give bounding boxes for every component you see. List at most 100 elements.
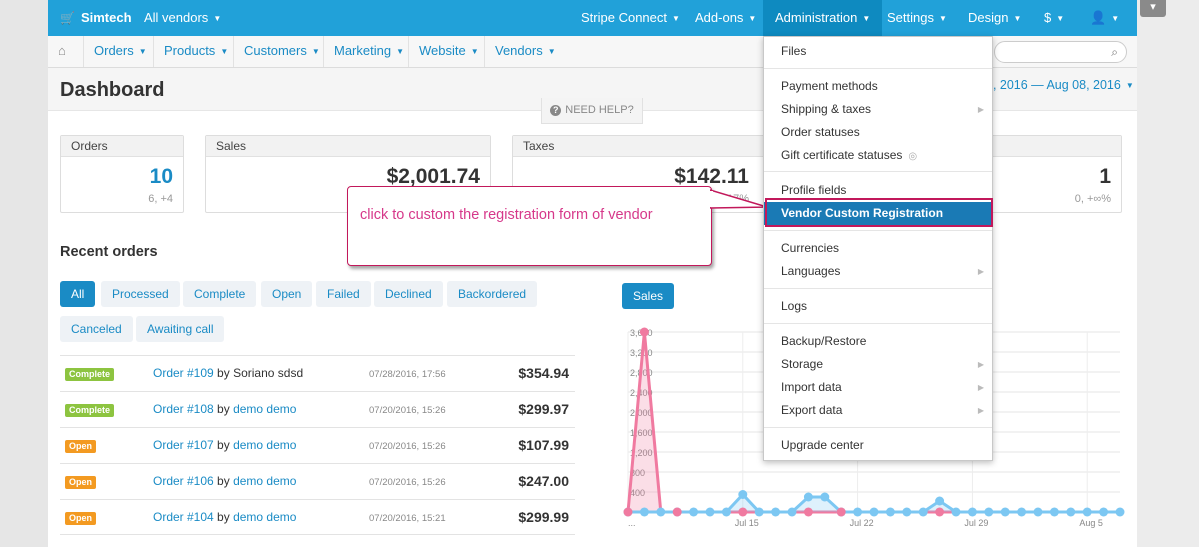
order-number[interactable]: Order #107 [153,438,214,452]
data-point [967,507,977,517]
search-input[interactable] [1003,43,1103,61]
order-date: 07/20/2016, 15:26 [369,441,446,452]
order-link[interactable]: Order #104 by demo demo [153,510,296,524]
menu-addons[interactable]: Add-ons ▼ [683,0,768,36]
table-row[interactable]: Open Order #107 by demo demo 07/20/2016,… [60,427,575,463]
order-date: 07/20/2016, 15:21 [369,513,446,524]
table-row[interactable]: Open Order #104 by demo demo 07/20/2016,… [60,499,575,535]
data-point [754,507,764,517]
nav-website[interactable]: Website ▼ [408,36,489,67]
menu-item-export-data[interactable]: Export data ▶ [764,399,992,422]
orders-list: Complete Order #109 by Soriano sdsd 07/2… [60,355,575,535]
caret-down-icon: ▼ [547,47,556,56]
status-badge: Complete [65,368,115,381]
order-number[interactable]: Order #109 [153,366,214,380]
order-link[interactable]: Order #107 by demo demo [153,438,296,452]
menu-item-storage[interactable]: Storage ▶ [764,353,992,376]
filter-canceled[interactable]: Canceled [60,316,133,342]
nav-customers[interactable]: Customers ▼ [233,36,330,67]
top-navbar: 🛒 Simtech All vendors ▼ Stripe Connect ▼ Ad… [48,0,1137,36]
annotation-text: click to custom the registration form of… [360,207,653,223]
menu-item-vendor-custom-registration-fields[interactable]: Vendor Custom Registration Fields ◉ [764,202,992,243]
filter-processed[interactable]: Processed [101,281,180,307]
callout-pointer [710,189,768,209]
data-point [1033,507,1043,517]
table-row[interactable]: Complete Order #109 by Soriano sdsd 07/2… [60,355,575,391]
order-number[interactable]: Order #108 [153,402,214,416]
order-link[interactable]: Order #106 by demo demo [153,474,296,488]
brand[interactable]: 🛒 Simtech [60,10,132,25]
order-customer[interactable]: demo demo [233,474,297,488]
order-number[interactable]: Order #104 [153,510,214,524]
order-link[interactable]: Order #108 by demo demo [153,402,296,416]
status-badge: Open [65,440,97,453]
collapse-toggle-icon[interactable]: ▾ [1140,0,1166,17]
menu-item-label: Export data [781,403,843,417]
filter-open[interactable]: Open [261,281,313,307]
menu-item-languages[interactable]: Languages ▶ [764,260,992,283]
nav-products[interactable]: Products ▼ [153,36,238,67]
order-date: 07/20/2016, 15:26 [369,477,446,488]
menu-settings[interactable]: Settings ▼ [875,0,959,36]
filter-backordered[interactable]: Backordered [447,281,538,307]
order-link[interactable]: Order #109 by Soriano sdsd [153,366,303,380]
menu-item-label: Languages [781,264,841,278]
stat-orders[interactable]: Orders 10 6, +4 [60,135,184,213]
filter-all[interactable]: All [60,281,96,307]
caret-down-icon: ▼ [1013,14,1022,23]
menu-item-currencies[interactable]: Currencies [764,237,992,260]
x-tick-label: Jul 29 [964,518,988,528]
sales-tab[interactable]: Sales [622,283,675,309]
nav-orders[interactable]: Orders ▼ [83,36,157,67]
order-number[interactable]: Order #106 [153,474,214,488]
menu-item-payment-methods[interactable]: Payment methods [764,75,992,98]
menu-item-import-data[interactable]: Import data ▶ [764,376,992,399]
menu-item-order-statuses[interactable]: Order statuses [764,121,992,144]
menu-item-upgrade-center[interactable]: Upgrade center [764,434,992,457]
menu-item-label: Order statuses [781,125,860,139]
menu-item-profile-fields[interactable]: Profile fields [764,179,992,202]
order-customer[interactable]: demo demo [233,510,297,524]
table-row[interactable]: Complete Order #108 by demo demo 07/20/2… [60,391,575,427]
filter-complete[interactable]: Complete [183,281,257,307]
nav-vendors[interactable]: Vendors ▼ [484,36,566,67]
table-row[interactable]: Open Order #106 by demo demo 07/20/2016,… [60,463,575,499]
data-point [672,507,682,517]
search-icon[interactable]: ⌕ [1111,45,1118,59]
caret-down-icon: ▼ [1125,81,1134,90]
filter-awaiting-call[interactable]: Awaiting call [136,316,225,342]
vendor-switcher[interactable]: All vendors ▼ [144,10,221,25]
menu-label: Settings [887,10,934,25]
home-icon[interactable]: ⌂ [58,43,66,58]
menu-currency[interactable]: $ ▼ [1032,0,1076,36]
menu-item-backup-restore[interactable]: Backup/Restore [764,330,992,353]
menu-user[interactable]: 👤 ▼ [1078,0,1131,36]
menu-item-files[interactable]: Files [764,40,992,63]
menu-label: Add-ons [695,10,744,25]
data-point [885,507,895,517]
nav-label: Vendors [495,43,543,58]
status-badge: Open [65,476,97,489]
date-range-picker[interactable]: 8, 2016 — Aug 08, 2016 ▼ [986,78,1134,92]
menu-label: Administration [775,10,858,25]
menu-item-gift-certificate-statuses[interactable]: Gift certificate statuses ◎ [764,144,992,167]
nav-marketing[interactable]: Marketing ▼ [323,36,414,67]
status-badge: Open [65,512,97,525]
menu-item-shipping-taxes[interactable]: Shipping & taxes ▶ [764,98,992,121]
annotation-callout: click to custom the registration form of… [347,186,712,266]
filter-failed[interactable]: Failed [316,281,371,307]
filter-declined[interactable]: Declined [374,281,443,307]
caret-down-icon: ▼ [213,14,222,23]
menu-item-logs[interactable]: Logs [764,295,992,318]
data-point [771,507,781,517]
caret-down-icon: ▼ [748,14,757,23]
menu-stripe-connect[interactable]: Stripe Connect ▼ [569,0,692,36]
need-help-button[interactable]: ? NEED HELP? [541,98,643,124]
order-customer[interactable]: demo demo [233,402,297,416]
menu-design[interactable]: Design ▼ [956,0,1033,36]
caret-down-icon: ▼ [862,14,871,23]
order-customer[interactable]: demo demo [233,438,297,452]
x-tick-label: Jul 22 [850,518,874,528]
data-point [639,327,649,337]
menu-administration[interactable]: Administration ▼ [763,0,883,36]
